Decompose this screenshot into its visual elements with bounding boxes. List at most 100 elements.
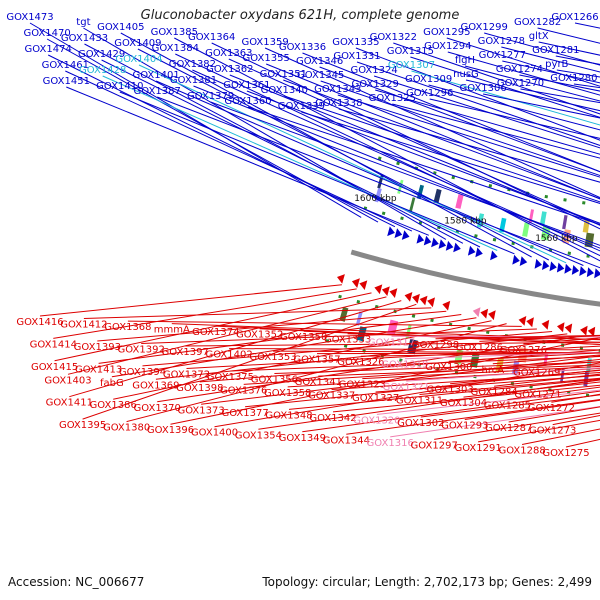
gene-label: GOX1369 <box>132 380 179 391</box>
gene-label: nusG <box>453 69 479 80</box>
leader-line <box>288 378 600 410</box>
leader-line <box>66 86 429 236</box>
gene-label: GOX1348 <box>265 410 312 421</box>
gene-label: hrcA <box>482 365 505 376</box>
gene-label: GOX1326 <box>337 357 384 368</box>
feature-tile <box>409 197 416 212</box>
gene-arrow <box>404 292 413 302</box>
tick-label: 1580 kbp <box>444 217 487 227</box>
gene-label: GOX1375 <box>207 372 254 383</box>
leader-line <box>210 101 600 246</box>
gene-arrow <box>442 300 451 311</box>
gene-label: fabG <box>100 378 124 389</box>
gene-label: gltX <box>529 31 549 42</box>
gene-arrow <box>416 233 425 244</box>
gene-arrow <box>401 230 410 240</box>
gene-label: GOX1384 <box>152 43 199 54</box>
gene-label: GOX1396 <box>147 425 194 436</box>
gene-label: GOX1400 <box>191 428 238 439</box>
gene-label: GOX1298 <box>412 340 459 351</box>
leader-line <box>302 390 600 433</box>
gene-label: GOX1317 <box>368 337 415 348</box>
leader-line <box>83 27 447 240</box>
leader-line <box>39 284 342 317</box>
leader-line <box>229 348 600 351</box>
gene-label: GOX1303 <box>426 385 473 396</box>
gene-arrow-layer <box>337 226 600 337</box>
gene-label: GOX1309 <box>405 74 452 85</box>
leader-line <box>447 51 600 96</box>
gene-label: GOX1394 <box>119 367 166 378</box>
leader-line <box>463 381 600 398</box>
leader-line <box>113 320 492 400</box>
leader-line <box>375 374 600 393</box>
leader-line <box>157 335 583 403</box>
gene-label: GOX1307 <box>388 60 435 71</box>
leader-line <box>284 95 600 203</box>
gene-label: GOX1266 <box>551 12 598 23</box>
leader-line <box>229 74 600 226</box>
gene-arrow <box>387 226 395 237</box>
gene-label: GOX1272 <box>528 403 575 414</box>
leader-line <box>404 351 600 360</box>
genome-backbone <box>350 249 600 307</box>
gene-label: GOX1381 <box>170 75 217 86</box>
leader-line <box>175 53 600 257</box>
gene-label: GOX1385 <box>151 27 198 38</box>
feature-tile <box>455 194 464 209</box>
gene-label: GOX1428 <box>79 65 126 76</box>
leader-line <box>420 394 600 418</box>
gene-arrow <box>453 242 461 253</box>
gene-label: GOX1356 <box>251 375 298 386</box>
gene-label: GOX1353 <box>249 352 296 363</box>
gene-label: GOX1296 <box>406 88 453 99</box>
gene-label: GOX1277 <box>479 50 526 61</box>
leader-line <box>214 362 600 428</box>
gene-label: GOX1392 <box>118 345 165 356</box>
gene-label: GOX1373 <box>177 405 224 416</box>
leader-line <box>406 367 600 382</box>
feature-tile <box>540 225 551 241</box>
gene-label: GOX1306 <box>459 83 506 94</box>
gene-arrow <box>556 262 565 273</box>
gene-label: GOX1474 <box>25 44 72 55</box>
leader-line <box>119 91 515 255</box>
gene-label: GOX1304 <box>440 398 487 409</box>
gene-label: GOX1286 <box>456 342 503 353</box>
gene-label: GOX1325 <box>369 93 416 104</box>
gene-label: GOX1395 <box>59 420 106 431</box>
gene-label: GOX1315 <box>387 46 434 57</box>
gene-label: GOX1293 <box>441 421 488 432</box>
accession-text: Accession: NC_006677 <box>8 575 145 589</box>
leader-line <box>346 398 600 435</box>
gene-label: GOX1352 <box>236 330 283 341</box>
leader-line <box>98 314 462 364</box>
gene-label: GOX1273 <box>529 426 576 437</box>
gene-label: GOX1414 <box>30 339 77 350</box>
gene-label: GOX1382 <box>169 59 216 70</box>
gene-label: GOX1322 <box>370 32 417 43</box>
gene-label: GOX1358 <box>264 388 311 399</box>
gene-label: GOX1344 <box>323 435 370 446</box>
gene-label: GOX1323 <box>339 380 386 391</box>
gene-label: GOX1333 <box>324 335 371 346</box>
gene-label: GOX1280 <box>550 73 597 84</box>
gene-label: GOX1377 <box>221 408 268 419</box>
gene-label: GOX1370 <box>134 403 181 414</box>
gene-label: GOX1351 <box>260 69 307 80</box>
topology-text: Topology: circular; Length: 2,702,173 bp… <box>262 575 592 589</box>
gene-label: GOX1319 <box>381 360 428 371</box>
gene-label: GOX1278 <box>478 36 525 47</box>
gene-label: GOX1269 <box>513 367 560 378</box>
leader-line <box>320 80 600 177</box>
gene-label: GOX1411 <box>46 398 93 409</box>
leader-line <box>464 399 600 420</box>
leader-line <box>155 80 584 266</box>
gene-label: pyrB <box>545 59 568 70</box>
leader-line <box>97 310 447 342</box>
feature-tile <box>433 188 442 204</box>
gene-label: GOX1349 <box>279 433 326 444</box>
leader-line <box>411 70 600 126</box>
gene-label: GOX1416 <box>16 317 63 328</box>
